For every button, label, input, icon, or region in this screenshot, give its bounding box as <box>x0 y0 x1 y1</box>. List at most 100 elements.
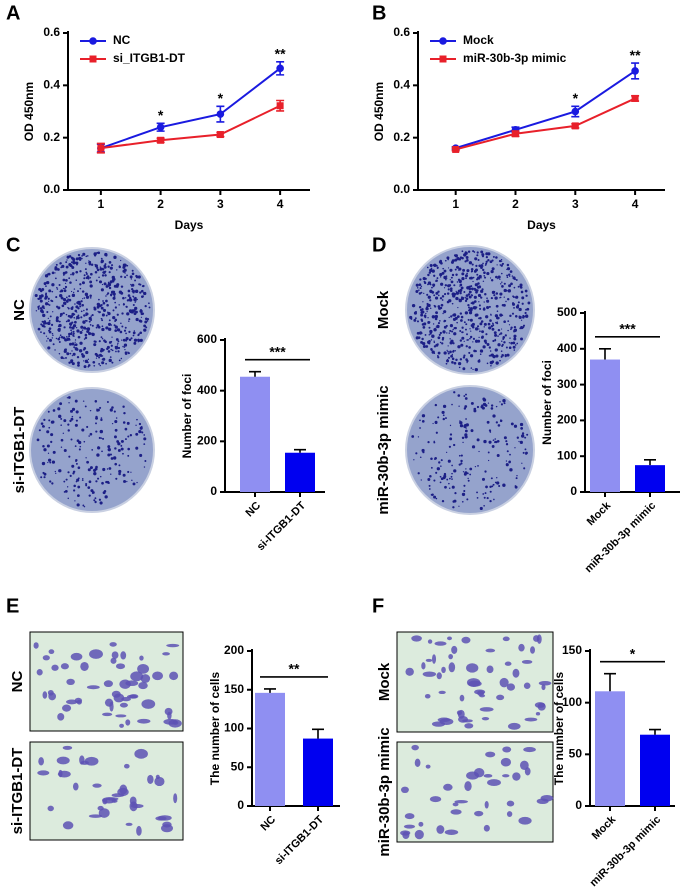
colony <box>96 409 99 412</box>
colony <box>101 481 104 485</box>
colony <box>474 327 479 331</box>
cell <box>137 718 151 724</box>
colony <box>135 274 138 278</box>
colony <box>64 489 68 493</box>
colony <box>492 323 495 325</box>
colony <box>114 306 118 309</box>
cell <box>57 713 65 721</box>
cell <box>109 642 117 647</box>
colony <box>66 255 70 259</box>
colony <box>470 302 473 305</box>
colony <box>476 251 479 254</box>
colony <box>77 335 81 339</box>
colony <box>517 285 520 288</box>
series-line <box>455 70 636 150</box>
colony <box>98 436 101 440</box>
cell <box>119 723 124 728</box>
colony <box>457 345 461 349</box>
colony <box>98 298 100 301</box>
cell <box>62 704 72 712</box>
colony <box>464 433 468 437</box>
colony <box>139 453 143 457</box>
colony <box>109 356 112 359</box>
colony <box>138 422 142 426</box>
cell <box>129 796 137 806</box>
colony <box>461 492 466 497</box>
image-label: NC <box>11 299 28 321</box>
cell <box>139 655 144 661</box>
colony <box>77 477 80 480</box>
colony <box>449 424 452 427</box>
colony <box>508 342 511 344</box>
colony <box>496 264 498 266</box>
colony <box>513 337 517 341</box>
colony <box>492 339 495 343</box>
colony <box>45 322 48 325</box>
bar <box>635 465 665 492</box>
colony <box>70 438 73 441</box>
colony <box>38 429 41 432</box>
colony <box>64 288 66 290</box>
cell <box>152 671 164 681</box>
colony <box>435 431 438 434</box>
colony <box>463 340 465 342</box>
cell <box>125 719 131 726</box>
colony <box>476 254 479 257</box>
colony <box>525 452 528 455</box>
cell <box>431 654 437 664</box>
colony <box>523 467 526 470</box>
colony <box>41 320 44 323</box>
colony <box>451 353 454 356</box>
colony <box>47 452 50 454</box>
colony <box>102 357 106 361</box>
colony <box>427 295 431 299</box>
colony <box>500 355 503 358</box>
cell <box>538 680 552 686</box>
colony <box>434 315 437 318</box>
colony <box>82 320 86 324</box>
colony <box>78 258 82 261</box>
x-tick-label: si-ITGB1-DT <box>273 813 327 867</box>
cell <box>438 690 446 695</box>
colony <box>461 256 464 260</box>
colony <box>479 307 482 310</box>
colony <box>54 266 58 269</box>
cell <box>431 721 446 727</box>
colony <box>70 261 73 264</box>
colony <box>57 337 61 341</box>
colony <box>494 438 497 440</box>
cell <box>499 677 509 688</box>
colony <box>45 335 48 337</box>
colony <box>107 481 110 485</box>
y-tick-label: 0.2 <box>393 130 410 144</box>
colony <box>473 300 477 303</box>
colony <box>443 287 446 289</box>
colony <box>452 328 454 331</box>
colony <box>59 320 61 323</box>
colony <box>526 307 530 311</box>
colony <box>447 258 449 261</box>
colony <box>65 279 68 282</box>
colony <box>135 300 137 302</box>
colony <box>429 289 433 293</box>
colony <box>65 478 68 481</box>
colony <box>479 506 483 511</box>
colony <box>409 315 413 320</box>
colony <box>98 356 101 359</box>
colony <box>77 314 80 317</box>
colony <box>436 266 439 269</box>
colony <box>437 351 441 355</box>
colony <box>452 294 456 298</box>
colony <box>77 485 81 489</box>
colony <box>79 305 82 308</box>
colony <box>519 440 523 445</box>
colony <box>101 361 105 365</box>
cell <box>62 745 73 750</box>
colony <box>123 411 126 415</box>
colony <box>42 445 45 448</box>
x-tick-label: si-ITGB1-DT <box>255 499 309 553</box>
colony <box>47 410 50 413</box>
colony <box>413 318 417 322</box>
image-label: si-ITGB1-DT <box>11 407 28 494</box>
colony <box>471 287 474 291</box>
